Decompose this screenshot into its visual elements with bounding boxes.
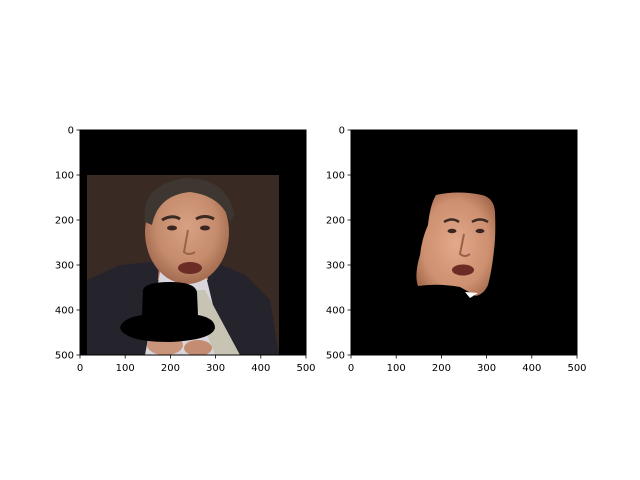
left-image-panel [80,130,306,355]
right-x-tick-label: 500 [567,363,586,374]
right-x-tick-label: 0 [348,363,354,374]
right-y-tick-label: 100 [326,171,345,182]
left-y-tick-label: 400 [55,306,74,317]
right-image-panel [351,130,577,355]
left-x-tick-label: 300 [206,363,225,374]
right-x-tick-label: 200 [432,363,451,374]
mask-region [120,282,215,342]
right-y-tick-label: 500 [326,351,345,362]
hair [144,178,234,225]
tie [190,290,240,355]
left-x-tick-label: 500 [296,363,315,374]
left-y-tick-label: 500 [55,351,74,362]
left-x-tick-label: 200 [161,363,180,374]
left-y-tick-label: 300 [55,261,74,272]
right-y-tick-label: 200 [326,216,345,227]
right-x-tick-label: 100 [387,363,406,374]
right-y-tick-label: 300 [326,261,345,272]
right-axes-frame [350,129,578,356]
right-y-tick-label: 0 [339,126,345,137]
right-y-tick-label: 400 [326,306,345,317]
left-y-tick-label: 100 [55,171,74,182]
left-axes-frame [79,129,307,356]
right-x-tick-label: 400 [522,363,541,374]
left-x-tick-label: 100 [116,363,135,374]
left-x-tick-label: 0 [77,363,83,374]
hand [184,340,212,355]
segmented-face [416,192,496,296]
segment-artifact [465,292,478,298]
left-y-tick-label: 0 [68,126,74,137]
right-x-tick-label: 300 [477,363,496,374]
left-x-tick-label: 400 [251,363,270,374]
left-y-tick-label: 200 [55,216,74,227]
